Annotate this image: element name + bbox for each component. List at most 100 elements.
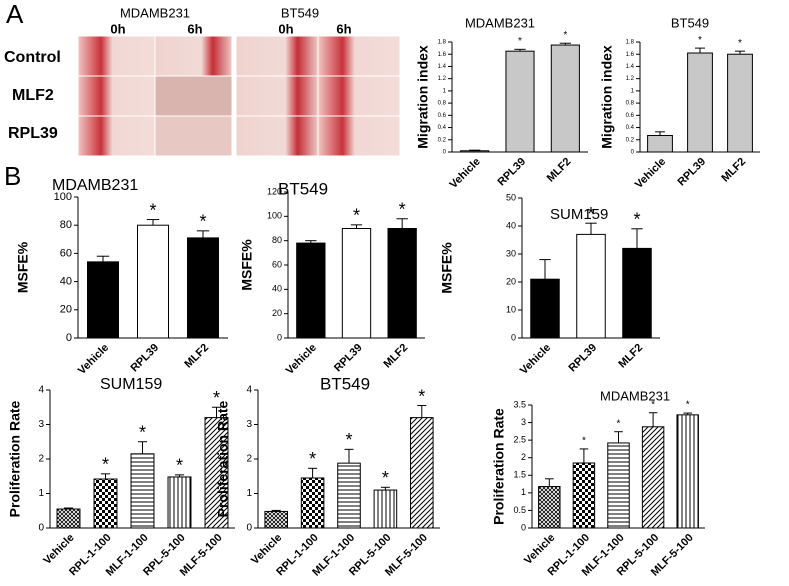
time-label: 0h (110, 21, 125, 36)
bar (576, 233, 606, 339)
x-tick-label: Vehicle (448, 156, 483, 191)
y-tick-label: 1.2 (438, 76, 447, 82)
bar (410, 417, 434, 529)
x-tick-label: RPL39 (675, 156, 708, 189)
x-tick-label: MLF2 (545, 156, 574, 185)
y-tick-label: 1 (246, 488, 252, 499)
bar (341, 228, 372, 339)
y-tick-label: 40 (272, 284, 282, 294)
y-tick-label: 3 (38, 419, 44, 430)
x-tick-label: Vehicle (522, 532, 557, 567)
chart-title: BT549 (671, 15, 709, 30)
y-tick-label: 0 (511, 332, 516, 342)
x-tick-label: RPL39 (566, 342, 599, 375)
y-tick-label: 2 (38, 454, 44, 465)
bar (460, 150, 490, 153)
y-tick-label: 1.4 (626, 64, 635, 70)
bar (647, 135, 673, 153)
bar (296, 242, 326, 339)
bar (622, 247, 652, 339)
y-tick-label: 0 (631, 150, 635, 156)
row-label: MLF2 (12, 87, 54, 104)
row-label: RPL39 (8, 125, 58, 142)
significance-marker: * (382, 468, 389, 488)
significance-marker: * (139, 423, 146, 443)
time-label: 6h (187, 21, 202, 36)
significance-marker: * (587, 204, 594, 224)
bar (337, 462, 361, 529)
x-tick-label: Vehicle (284, 342, 319, 377)
y-axis-label: MSFE% (15, 241, 31, 293)
bar (373, 489, 398, 529)
y-tick-label: 3 (246, 419, 252, 430)
y-tick-label: 0 (38, 523, 44, 534)
chart-title: MDAMB231 (465, 15, 535, 30)
y-tick-label: 1 (38, 488, 44, 499)
y-tick-label: 0.2 (626, 137, 635, 143)
bar (87, 261, 119, 339)
bar (538, 486, 561, 529)
y-tick-label: 120 (267, 186, 282, 196)
bar (204, 417, 229, 529)
y-tick-label: 0.8 (438, 101, 447, 107)
y-tick-label: 1.6 (438, 52, 447, 58)
y-tick-label: 3.5 (513, 399, 526, 409)
bar (130, 453, 155, 529)
significance-marker: * (345, 430, 352, 450)
significance-marker: * (617, 418, 621, 429)
bar (676, 414, 699, 529)
y-tick-label: 2.5 (513, 435, 526, 445)
significance-marker: * (353, 206, 360, 226)
y-tick-label: 0 (277, 332, 282, 342)
x-tick-label: Vehicle (633, 156, 668, 191)
y-axis-label: MSFE% (439, 242, 455, 294)
significance-marker: * (102, 455, 109, 475)
y-tick-label: 1.6 (626, 52, 635, 58)
y-tick-label: 0.6 (626, 113, 635, 119)
y-tick-label: 0 (443, 150, 447, 156)
bar (300, 477, 325, 529)
significance-marker: * (518, 36, 522, 47)
x-tick-label: MLF2 (182, 342, 211, 371)
y-tick-label: 4 (38, 385, 44, 396)
y-tick-label: 0.5 (513, 505, 526, 515)
y-tick-label: 10 (506, 304, 516, 314)
significance-marker: * (738, 38, 742, 49)
bar (137, 224, 169, 339)
y-tick-label: 2 (246, 454, 252, 465)
significance-marker: * (149, 200, 156, 220)
panel-label: B (4, 161, 21, 191)
bar (56, 508, 81, 529)
y-tick-label: 0 (246, 523, 252, 534)
significance-marker: * (199, 212, 206, 232)
y-tick-label: 30 (506, 248, 516, 258)
y-tick-label: 1.8 (438, 40, 447, 46)
x-tick-label: RPL39 (332, 342, 365, 375)
y-tick-label: 80 (60, 219, 72, 231)
y-tick-label: 1 (521, 487, 526, 497)
bar (505, 50, 535, 153)
bar (641, 426, 665, 529)
bar (167, 476, 192, 529)
y-tick-label: 1 (443, 88, 447, 94)
y-tick-label: 0 (521, 522, 526, 532)
y-tick-label: 80 (272, 235, 282, 245)
y-tick-label: 1 (631, 88, 635, 94)
image-group-label: MDAMB231 (120, 5, 190, 20)
y-tick-label: 60 (60, 247, 72, 259)
y-tick-label: 100 (54, 191, 72, 203)
x-tick-label: RPL39 (128, 342, 161, 375)
x-tick-label: MLF2 (382, 342, 411, 371)
time-label: 6h (336, 21, 351, 36)
bar (687, 52, 713, 153)
y-axis-label: Migration index (415, 45, 431, 149)
significance-marker: * (563, 30, 567, 41)
significance-marker: * (213, 388, 220, 408)
chart-title: BT549 (320, 374, 370, 393)
y-tick-label: 1.8 (626, 40, 635, 46)
significance-marker: * (309, 449, 316, 469)
bar (387, 228, 417, 339)
x-tick-label: MLF2 (616, 342, 645, 371)
significance-marker: * (633, 210, 640, 230)
